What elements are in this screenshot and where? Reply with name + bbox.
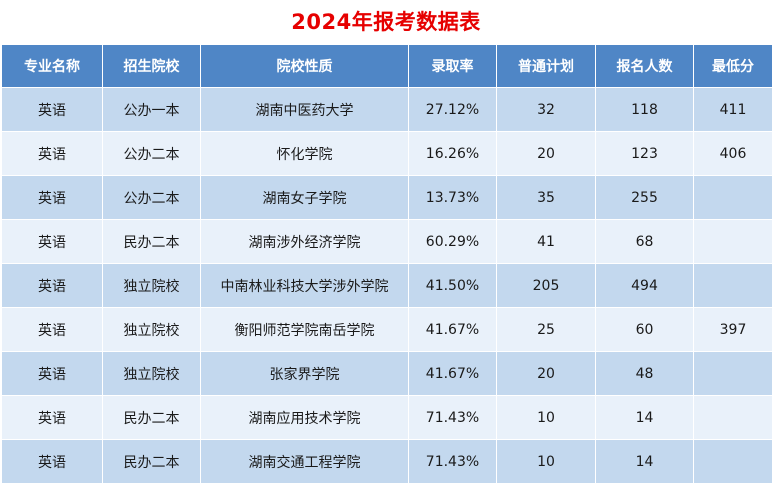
cell-regular-plan: 10 (496, 395, 596, 440)
cell-major: 英语 (1, 87, 103, 132)
cell-applicants: 123 (595, 131, 694, 176)
cell-min-score (693, 439, 772, 484)
cell-applicants: 118 (595, 87, 694, 132)
cell-admission-rate: 41.50% (408, 263, 497, 308)
table-row: 英语 公办二本 湖南女子学院 13.73% 35 255 (1, 175, 772, 220)
table-row: 英语 公办一本 湖南中医药大学 27.12% 32 118 411 (1, 87, 772, 132)
cell-regular-plan: 41 (496, 219, 596, 264)
cell-regular-plan: 32 (496, 87, 596, 132)
table-row: 英语 民办二本 湖南交通工程学院 71.43% 10 14 (1, 439, 772, 484)
cell-admission-rate: 13.73% (408, 175, 497, 220)
table-row: 英语 独立院校 中南林业科技大学涉外学院 41.50% 205 494 (1, 263, 772, 308)
admission-data-table: 专业名称 招生院校 院校性质 录取率 普通计划 报名人数 最低分 英语 公办一本… (1, 44, 772, 484)
cell-school-nature: 张家界学院 (200, 351, 409, 396)
cell-regular-plan: 25 (496, 307, 596, 352)
cell-regular-plan: 35 (496, 175, 596, 220)
header-admission-rate: 录取率 (408, 44, 497, 88)
cell-min-score (693, 351, 772, 396)
cell-school-nature: 湖南涉外经济学院 (200, 219, 409, 264)
cell-admission-rate: 41.67% (408, 351, 497, 396)
cell-min-score: 397 (693, 307, 772, 352)
cell-major: 英语 (1, 175, 103, 220)
cell-school-type: 独立院校 (102, 307, 201, 352)
cell-admission-rate: 16.26% (408, 131, 497, 176)
cell-major: 英语 (1, 307, 103, 352)
cell-school-nature: 湖南中医药大学 (200, 87, 409, 132)
cell-admission-rate: 71.43% (408, 395, 497, 440)
cell-school-type: 公办二本 (102, 175, 201, 220)
cell-school-nature: 湖南应用技术学院 (200, 395, 409, 440)
table-row: 英语 独立院校 衡阳师范学院南岳学院 41.67% 25 60 397 (1, 307, 772, 352)
table-row: 英语 民办二本 湖南应用技术学院 71.43% 10 14 (1, 395, 772, 440)
cell-applicants: 494 (595, 263, 694, 308)
cell-admission-rate: 27.12% (408, 87, 497, 132)
cell-school-type: 独立院校 (102, 351, 201, 396)
cell-school-type: 民办二本 (102, 439, 201, 484)
cell-min-score: 411 (693, 87, 772, 132)
table-row: 英语 独立院校 张家界学院 41.67% 20 48 (1, 351, 772, 396)
header-school-type: 招生院校 (102, 44, 201, 88)
cell-regular-plan: 20 (496, 351, 596, 396)
cell-school-nature: 中南林业科技大学涉外学院 (200, 263, 409, 308)
cell-regular-plan: 20 (496, 131, 596, 176)
header-applicants: 报名人数 (595, 44, 694, 88)
cell-applicants: 68 (595, 219, 694, 264)
cell-min-score (693, 219, 772, 264)
cell-school-type: 公办二本 (102, 131, 201, 176)
cell-min-score (693, 175, 772, 220)
cell-regular-plan: 205 (496, 263, 596, 308)
cell-school-type: 民办二本 (102, 219, 201, 264)
cell-major: 英语 (1, 219, 103, 264)
cell-applicants: 14 (595, 395, 694, 440)
cell-applicants: 48 (595, 351, 694, 396)
header-regular-plan: 普通计划 (496, 44, 596, 88)
cell-applicants: 255 (595, 175, 694, 220)
page-title: 2024年报考数据表 (291, 10, 481, 34)
cell-min-score (693, 395, 772, 440)
cell-admission-rate: 71.43% (408, 439, 497, 484)
table-header-row: 专业名称 招生院校 院校性质 录取率 普通计划 报名人数 最低分 (1, 44, 772, 88)
header-min-score: 最低分 (693, 44, 772, 88)
cell-min-score: 406 (693, 131, 772, 176)
header-school-nature: 院校性质 (200, 44, 409, 88)
cell-school-type: 民办二本 (102, 395, 201, 440)
cell-applicants: 60 (595, 307, 694, 352)
cell-min-score (693, 263, 772, 308)
cell-major: 英语 (1, 351, 103, 396)
cell-major: 英语 (1, 439, 103, 484)
table-row: 英语 公办二本 怀化学院 16.26% 20 123 406 (1, 131, 772, 176)
cell-school-nature: 怀化学院 (200, 131, 409, 176)
cell-school-nature: 湖南交通工程学院 (200, 439, 409, 484)
cell-regular-plan: 10 (496, 439, 596, 484)
cell-school-type: 公办一本 (102, 87, 201, 132)
cell-major: 英语 (1, 395, 103, 440)
header-major: 专业名称 (1, 44, 103, 88)
cell-school-nature: 衡阳师范学院南岳学院 (200, 307, 409, 352)
cell-major: 英语 (1, 263, 103, 308)
cell-major: 英语 (1, 131, 103, 176)
cell-admission-rate: 60.29% (408, 219, 497, 264)
cell-school-nature: 湖南女子学院 (200, 175, 409, 220)
cell-school-type: 独立院校 (102, 263, 201, 308)
cell-admission-rate: 41.67% (408, 307, 497, 352)
table-row: 英语 民办二本 湖南涉外经济学院 60.29% 41 68 (1, 219, 772, 264)
cell-applicants: 14 (595, 439, 694, 484)
